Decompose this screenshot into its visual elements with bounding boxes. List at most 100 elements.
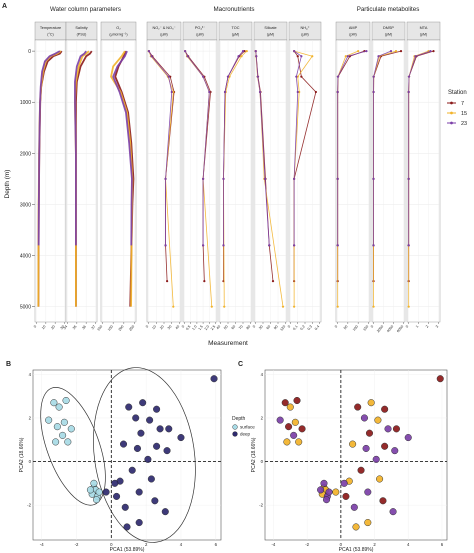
y-tick-label: 1000 [20, 100, 31, 106]
facet-title: Temperature [40, 26, 61, 30]
x-tick-label: -2 [305, 542, 309, 547]
pca-point-23 [372, 455, 380, 463]
data-point [407, 90, 410, 94]
pca-point-deep [177, 434, 185, 442]
y-tick-label: 5000 [20, 305, 31, 311]
legend-title: Depth [232, 416, 246, 422]
group-title: Macronutrients [214, 6, 255, 13]
pca-point-15 [332, 488, 340, 496]
legend-marker-15 [450, 111, 453, 115]
data-point [296, 55, 299, 58]
pca-point-deep [137, 429, 145, 437]
pca-point-deep [125, 403, 133, 411]
series-line-station-23 [223, 50, 244, 246]
facet-unit: (µmol kg⁻¹) [109, 33, 127, 37]
pca-point-7 [436, 375, 444, 383]
series-line-station-23 [74, 50, 87, 246]
data-point [300, 75, 303, 78]
facet-unit: (°C) [47, 33, 53, 37]
facet-unit: (pM) [349, 33, 356, 37]
y-tick-label: 3000 [20, 202, 31, 208]
pca-point-surface [67, 425, 75, 433]
x-tick-label: 0 [370, 325, 374, 329]
facet-unit: (µM) [301, 33, 308, 37]
x-tick-label: 2000 [376, 325, 384, 334]
facet-unit: (PSU) [77, 33, 87, 37]
data-point [210, 305, 213, 308]
pca-point-deep [119, 440, 128, 448]
data-point [223, 305, 226, 308]
pca-panel-frame [32, 369, 222, 541]
facet-title: NO₂⁻ & NO₃⁻ [152, 26, 175, 30]
data-point [256, 75, 259, 78]
pca-point-deep [111, 479, 119, 487]
x-tick-label: 0 [181, 325, 185, 329]
pca-point-7 [285, 423, 293, 431]
y-tick-label: 2000 [20, 151, 31, 157]
legend-label: deep [240, 432, 251, 437]
x-tick-label: 150 [107, 325, 114, 332]
data-point [336, 244, 339, 247]
x-tick-label: 4 [407, 542, 410, 547]
legend-title: Station [448, 90, 467, 96]
pca-point-23 [320, 479, 328, 487]
data-point [336, 75, 340, 78]
data-point [169, 75, 172, 78]
x-tick-label: 0 [405, 325, 409, 329]
x-tick-label: 1.5 [198, 325, 204, 331]
data-point [377, 55, 380, 58]
x-tick-label: 30 [167, 325, 173, 331]
pca-point-surface [50, 399, 58, 407]
pca-point-7 [381, 405, 389, 413]
pca-point-23 [384, 425, 392, 433]
x-tick-label: 40 [216, 325, 222, 331]
pca-point-15 [295, 438, 303, 446]
pca-point-7 [281, 399, 289, 407]
x-tick-label: 50 [343, 325, 349, 331]
pca-point-deep [132, 414, 140, 422]
legend-marker-surface [232, 424, 238, 430]
data-point [237, 55, 240, 58]
y-tick-label: 2 [261, 415, 264, 420]
facet-unit: (pM) [420, 33, 427, 37]
facet-unit: (pM) [385, 33, 392, 37]
facet-title: DMSP [383, 26, 394, 30]
x-tick-label: 40 [175, 325, 181, 331]
data-point [268, 244, 271, 247]
x-axis-label: PCA1 (53.89%) [339, 547, 374, 553]
x-tick-label: -4 [272, 542, 276, 547]
pca-point-deep [165, 425, 173, 433]
legend-label: 23 [461, 121, 467, 127]
data-point [365, 50, 368, 53]
pca-point-deep [153, 405, 161, 413]
data-point [389, 50, 393, 53]
data-point [293, 244, 296, 247]
facet-panel [335, 39, 371, 323]
facet-unit: (µM) [232, 33, 239, 37]
legend-marker-7 [450, 101, 453, 105]
pca-point-7 [381, 442, 389, 450]
data-point [399, 50, 403, 53]
data-point [150, 55, 153, 58]
pca-point-surface [59, 431, 67, 439]
data-point [346, 55, 349, 58]
pca-point-deep [151, 497, 159, 505]
facet-strip [34, 21, 67, 41]
pca-point-15 [374, 416, 382, 424]
y-axis-label: PCA2 (18.66%) [251, 437, 257, 472]
facet-unit: (µM) [196, 33, 203, 37]
data-point [166, 280, 169, 283]
y-tick-label: 0 [29, 459, 32, 464]
data-point [164, 177, 167, 180]
x-tick-label: 2 [373, 542, 376, 547]
pca-point-15 [352, 523, 360, 531]
data-point [407, 75, 411, 78]
x-tick-label: 36 [81, 325, 87, 331]
data-point [271, 280, 275, 283]
x-tick-label: 80 [246, 325, 252, 331]
pca-point-deep [156, 425, 164, 433]
x-tick-label: 0 [334, 325, 338, 329]
x-tick-label: -2 [75, 542, 79, 547]
pca-point-surface [92, 496, 101, 504]
pca-point-deep [153, 442, 161, 450]
